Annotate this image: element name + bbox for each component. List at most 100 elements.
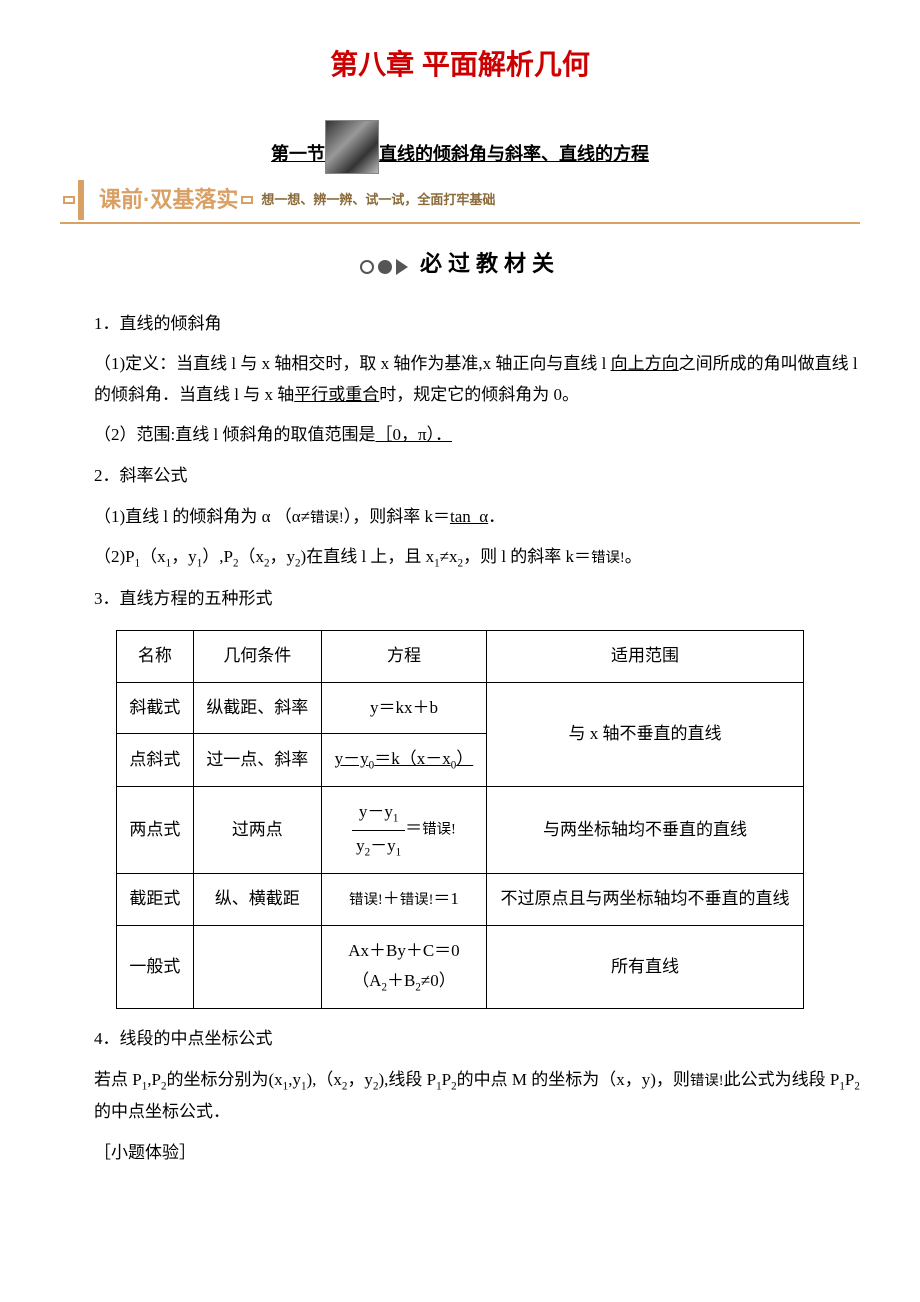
cell: Ax＋By＋C＝0 （A2＋B2≠0） xyxy=(321,925,486,1009)
text: ． xyxy=(488,507,505,526)
cell: 过一点、斜率 xyxy=(193,734,321,787)
cell: 纵、横截距 xyxy=(193,873,321,925)
cell xyxy=(193,925,321,1009)
circle-filled-icon xyxy=(378,260,392,274)
para-slope-1: （1)直线 l 的倾斜角为 α （α≠错误!），则斜率 k＝tan_α． xyxy=(60,502,860,533)
error-mark: 错误! xyxy=(422,822,456,838)
text: Ax＋By＋C＝0 xyxy=(334,936,474,967)
text: 若点 P xyxy=(94,1070,142,1089)
text: （1)直线 l 的倾斜角为 α （α≠ xyxy=(94,507,310,526)
heading-4: 4．线段的中点坐标公式 xyxy=(60,1024,860,1055)
text: ，y xyxy=(171,547,197,566)
text: ）,P xyxy=(202,547,233,566)
table-header-row: 名称 几何条件 方程 适用范围 xyxy=(117,631,804,683)
error-mark: 错误! xyxy=(690,1073,724,1089)
cell: 过两点 xyxy=(193,787,321,874)
section-prefix: 第一节 xyxy=(271,138,325,170)
text: )在直线 l 上，且 x xyxy=(301,547,435,566)
cell: 错误!＋错误!＝1 xyxy=(321,873,486,925)
text: ＝1 xyxy=(433,889,459,908)
error-mark: 错误! xyxy=(400,892,434,908)
text: ),线段 P xyxy=(378,1070,436,1089)
error-mark: 错误! xyxy=(349,892,383,908)
heading-3: 3．直线方程的五种形式 xyxy=(60,584,860,615)
sub: 1 xyxy=(396,846,402,858)
text: ≠0） xyxy=(421,971,456,990)
text: ＋B xyxy=(387,971,415,990)
text: ） xyxy=(456,749,473,768)
decorative-feather-icon xyxy=(325,120,379,174)
text: ,P xyxy=(147,1070,161,1089)
text: P xyxy=(845,1070,854,1089)
cell: 与两坐标轴均不垂直的直线 xyxy=(487,787,804,874)
cell: 点斜式 xyxy=(117,734,194,787)
banner-right: 想一想、辨一辨、试一试，全面打牢基础 xyxy=(261,188,495,211)
table-row: 两点式 过两点 y－y1 y2－y1 ＝错误! 与两坐标轴均不垂直的直线 xyxy=(117,787,804,874)
sub: 2 xyxy=(854,1080,860,1092)
text: ),（x xyxy=(306,1070,341,1089)
text: ＝ xyxy=(405,819,422,838)
th-cond: 几何条件 xyxy=(193,631,321,683)
cell: 所有直线 xyxy=(487,925,804,1009)
error-mark: 错误! xyxy=(310,510,344,526)
tag-bullets xyxy=(360,253,408,282)
text: y－y xyxy=(335,749,369,768)
underline-text: ［0，π）． xyxy=(375,425,452,444)
cell: y－y0＝k（x－x0） xyxy=(321,734,486,787)
text: 的坐标分别为(x xyxy=(167,1070,283,1089)
text: －y xyxy=(370,836,396,855)
text: ，y xyxy=(347,1070,373,1089)
text: 此公式为线段 P xyxy=(724,1070,840,1089)
banner: 课前·双基落实 想一想、辨一辨、试一试，全面打牢基础 xyxy=(60,180,860,224)
heading-2: 2．斜率公式 xyxy=(60,461,860,492)
banner-box-right xyxy=(241,196,253,204)
text: 。 xyxy=(625,547,642,566)
banner-left: 课前·双基落实 xyxy=(78,180,238,220)
triangle-icon xyxy=(396,259,408,275)
th-eq: 方程 xyxy=(321,631,486,683)
cell: y－y1 y2－y1 ＝错误! xyxy=(321,787,486,874)
para-range: （2）范围:直线 l 倾斜角的取值范围是［0，π）． xyxy=(60,420,860,451)
banner-box-left xyxy=(63,196,75,204)
text: y xyxy=(356,836,365,855)
cell: 斜截式 xyxy=(117,682,194,734)
fraction: y－y1 y2－y1 xyxy=(352,797,405,863)
error-mark: 错误! xyxy=(591,550,625,566)
text: （2）范围:直线 l 倾斜角的取值范围是 xyxy=(94,425,375,444)
text: ≠x xyxy=(440,547,458,566)
text: （x xyxy=(140,547,166,566)
para-midpoint: 若点 P1,P2的坐标分别为(x1,y1),（x2，y2),线段 P1P2的中点… xyxy=(94,1065,860,1128)
heading-1: 1．直线的倾斜角 xyxy=(60,309,860,340)
sub: 1 xyxy=(393,813,399,825)
text: 的中点坐标公式． xyxy=(94,1102,230,1121)
section-title-text: 直线的倾斜角与斜率、直线的方程 xyxy=(379,138,649,170)
cell: 两点式 xyxy=(117,787,194,874)
tag-text: 必过教材关 xyxy=(420,251,560,276)
underline-text: 平行或重合 xyxy=(294,385,379,404)
cell: 与 x 轴不垂直的直线 xyxy=(487,682,804,787)
heading-exercise: ［小题体验］ xyxy=(60,1138,860,1169)
para-slope-2: （2)P1（x1，y1）,P2（x2，y2)在直线 l 上，且 x1≠x2，则 … xyxy=(60,542,860,574)
para-definition: （1)定义：当直线 l 与 x 轴相交时，取 x 轴作为基准,x 轴正向与直线 … xyxy=(94,349,860,410)
circle-icon xyxy=(360,260,374,274)
table-row: 一般式 Ax＋By＋C＝0 （A2＋B2≠0） 所有直线 xyxy=(117,925,804,1009)
tag-required: 必过教材关 xyxy=(60,244,860,284)
underline-text: 向上方向 xyxy=(611,354,679,373)
text: ＋ xyxy=(383,889,400,908)
cell: 不过原点且与两坐标轴均不垂直的直线 xyxy=(487,873,804,925)
th-scope: 适用范围 xyxy=(487,631,804,683)
line-equation-table: 名称 几何条件 方程 适用范围 斜截式 纵截距、斜率 y＝kx＋b 与 x 轴不… xyxy=(116,630,804,1009)
text: ,y xyxy=(288,1070,301,1089)
cell: 纵截距、斜率 xyxy=(193,682,321,734)
cell: y＝kx＋b xyxy=(321,682,486,734)
text: （1)定义：当直线 l 与 x 轴相交时，取 x 轴作为基准,x 轴正向与直线 … xyxy=(94,354,611,373)
cell: 截距式 xyxy=(117,873,194,925)
section-title-row: 第一节 直线的倾斜角与斜率、直线的方程 xyxy=(60,120,860,170)
underline-text: tan_α xyxy=(450,507,488,526)
text: ，则 l 的斜率 k＝ xyxy=(463,547,591,566)
text: ，y xyxy=(270,547,296,566)
text: y－y xyxy=(359,802,393,821)
chapter-title: 第八章 平面解析几何 xyxy=(60,40,860,90)
table-row: 截距式 纵、横截距 错误!＋错误!＝1 不过原点且与两坐标轴均不垂直的直线 xyxy=(117,873,804,925)
text: P xyxy=(442,1070,451,1089)
